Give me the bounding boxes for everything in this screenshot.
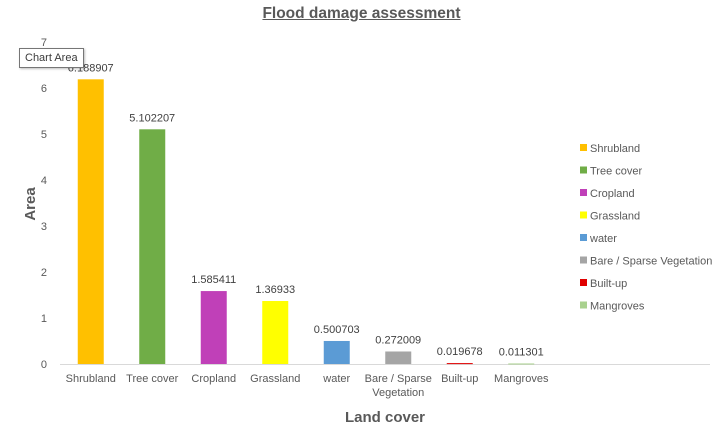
y-tick-label: 0 [41,359,47,371]
bar-mangroves [508,363,535,365]
legend-swatch [580,256,587,264]
y-tick-label: 1 [41,313,47,325]
y-tick-label: 7 [41,37,47,49]
y-tick-label: 2 [41,267,47,279]
y-tick-label: 3 [41,221,47,233]
legend-entry: Tree cover [590,166,643,178]
data-label: 0.272009 [375,334,421,346]
legend-swatch [580,234,587,241]
bar-shrubland [77,79,104,365]
bar-water [323,340,350,364]
legend-swatch [580,301,587,309]
legend-entry: Grassland [590,211,640,223]
legend-swatch [580,189,587,196]
x-tick-label: Built-up [441,373,478,385]
bar-cropland [200,291,227,364]
y-tick-label: 5 [41,129,47,141]
x-axis-title: Land cover [345,409,425,426]
x-tick-label: Mangroves [494,373,549,385]
legend-swatch [580,211,587,219]
legend-entry: Shrubland [590,143,640,155]
y-tick-label: 4 [41,175,47,187]
x-tick-label: Tree cover [126,373,179,385]
y-tick-label: 6 [41,83,47,95]
x-tick-label: Grassland [250,373,300,385]
x-tick-label: Shrubland [66,373,116,385]
x-tick-label: water [322,373,350,385]
legend-entry: Built-up [590,278,627,290]
bar-built-up [446,363,473,365]
data-label: 1.585411 [191,274,236,286]
legend-entry: Bare / Sparse Vegetation [590,256,712,268]
chart-title: Flood damage assessment [262,5,461,22]
bar-bare-sparse-vegetation [385,351,412,364]
data-label: 1.36933 [255,284,295,296]
bar-tree-cover [139,129,166,364]
legend-entry: Mangroves [590,301,645,313]
chart-area-tooltip: Chart Area [19,48,84,68]
data-label: 0.019678 [437,346,483,358]
data-label: 0.500703 [314,324,360,336]
data-label: 5.102207 [129,112,175,124]
legend-entry: Cropland [590,188,635,200]
x-tick-label: Bare / Sparse Vegetation [365,373,432,399]
data-label: 0.011301 [499,346,544,358]
legend-swatch [580,166,587,174]
bar-grassland [262,301,289,364]
legend-swatch [580,279,587,286]
legend-swatch [580,144,587,151]
legend-entry: water [589,233,617,245]
x-tick-label: Cropland [191,373,236,385]
y-axis-title: Area [22,187,39,221]
